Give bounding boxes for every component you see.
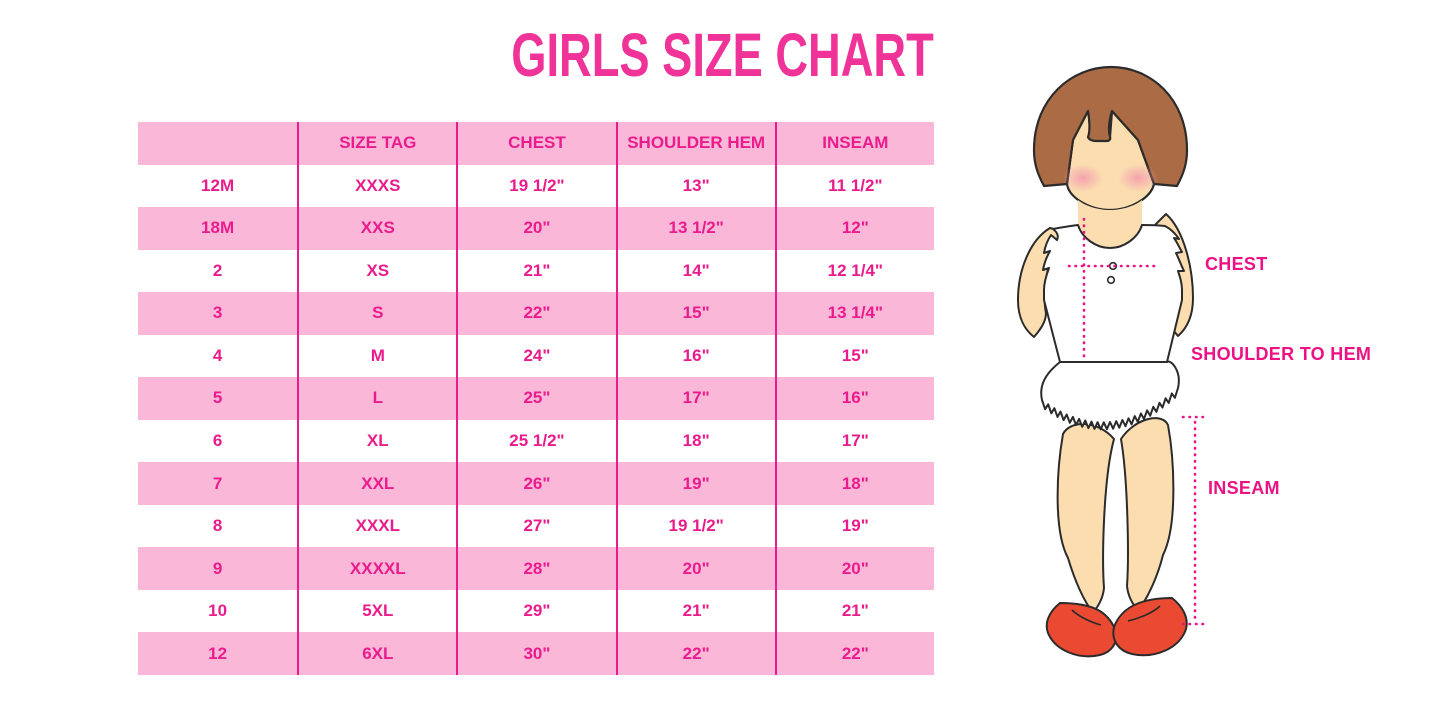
svg-text:INSEAM: INSEAM bbox=[1208, 478, 1280, 498]
svg-text:SHOULDER TO HEM: SHOULDER TO HEM bbox=[1191, 344, 1371, 364]
svg-text:CHEST: CHEST bbox=[1205, 254, 1268, 274]
